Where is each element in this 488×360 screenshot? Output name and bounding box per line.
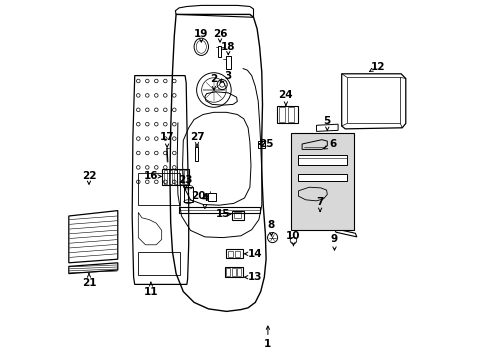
Bar (207, 193, 215, 201)
Text: 8: 8 (267, 220, 275, 230)
Text: 13: 13 (247, 272, 262, 282)
Bar (233, 212, 241, 218)
Text: 21: 21 (81, 278, 96, 288)
Text: 1: 1 (264, 339, 271, 349)
Bar (297, 174, 347, 181)
Text: 18: 18 (221, 42, 235, 52)
Text: 4: 4 (201, 193, 208, 203)
Bar (346, 77, 400, 123)
Bar (287, 107, 294, 122)
Bar (225, 56, 231, 69)
Bar (138, 252, 179, 275)
Bar (278, 107, 285, 122)
Bar (183, 170, 187, 184)
Bar (234, 251, 239, 257)
Text: 24: 24 (278, 90, 293, 100)
Bar (297, 155, 347, 165)
Text: 3: 3 (224, 71, 231, 81)
Bar (227, 251, 232, 257)
Text: 9: 9 (330, 234, 337, 244)
Text: 16: 16 (143, 171, 158, 181)
Text: 19: 19 (194, 29, 208, 39)
Text: 27: 27 (189, 132, 204, 142)
Bar (258, 141, 265, 148)
Text: 7: 7 (316, 197, 323, 207)
Bar (226, 268, 230, 276)
Text: 22: 22 (81, 171, 96, 181)
Bar (218, 46, 221, 57)
Text: 25: 25 (258, 139, 273, 149)
Bar (162, 169, 189, 185)
Bar (138, 173, 179, 205)
Text: 20: 20 (191, 191, 205, 201)
Text: 11: 11 (143, 287, 158, 297)
Text: 5: 5 (323, 116, 330, 126)
Text: 23: 23 (178, 175, 192, 185)
Bar (173, 170, 177, 184)
Bar (276, 106, 297, 123)
Text: 2: 2 (210, 74, 217, 84)
Bar (168, 170, 172, 184)
Bar (237, 268, 241, 276)
Bar (194, 147, 198, 161)
Text: 15: 15 (215, 209, 230, 219)
Text: 10: 10 (285, 231, 300, 241)
Text: 17: 17 (160, 132, 174, 142)
Bar (183, 187, 193, 202)
Text: 26: 26 (212, 29, 227, 39)
Bar (291, 133, 354, 230)
Text: 12: 12 (370, 62, 384, 72)
Bar (163, 170, 167, 184)
Bar (178, 170, 182, 184)
Text: 6: 6 (328, 139, 336, 149)
Bar (231, 268, 235, 276)
Text: 14: 14 (247, 249, 262, 259)
Bar (179, 207, 260, 213)
